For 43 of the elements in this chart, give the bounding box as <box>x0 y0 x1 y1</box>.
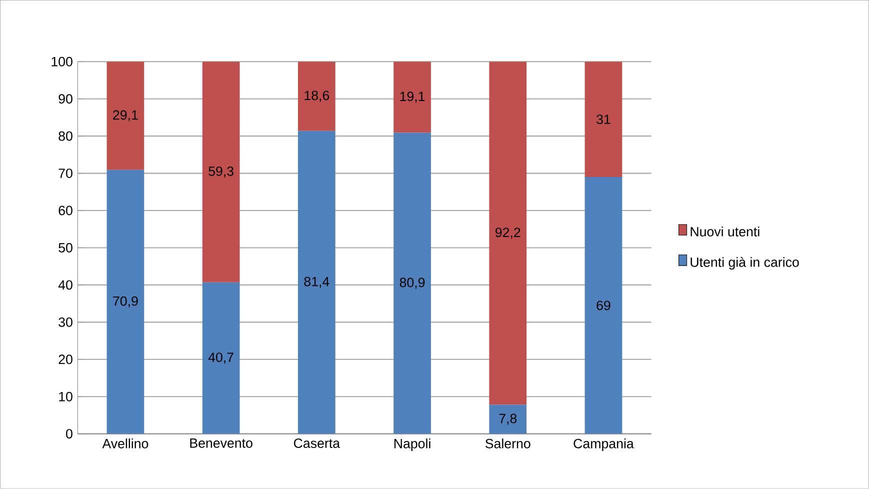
data-label: 18,6 <box>304 90 330 102</box>
legend-label: Utenti già in carico <box>690 257 799 270</box>
data-label: 29,1 <box>113 110 138 122</box>
y-tick-label: 90 <box>58 94 72 104</box>
x-tick-label: Caserta <box>294 438 340 448</box>
x-tick-label: Napoli <box>394 438 430 452</box>
y-tick-label: 60 <box>58 206 72 216</box>
x-tick-label: Avellino <box>102 438 148 448</box>
bar <box>202 282 240 434</box>
x-tick-label: Campania <box>574 438 634 452</box>
data-label: 70,9 <box>113 296 138 308</box>
data-label: 7,8 <box>499 414 517 425</box>
data-label: 19,1 <box>400 92 425 103</box>
bar <box>394 132 431 434</box>
y-tick-label: 30 <box>58 318 72 327</box>
legend-label: Nuovi utenti <box>690 226 760 237</box>
data-label: 80,9 <box>400 278 425 289</box>
data-label: 31 <box>596 114 610 124</box>
data-label: 81,4 <box>304 276 330 288</box>
bar <box>298 62 336 131</box>
x-tick-label: Benevento <box>190 438 252 448</box>
y-tick-label: 20 <box>58 354 72 364</box>
bar <box>394 62 431 133</box>
bar <box>584 62 622 178</box>
y-tick-label: 70 <box>58 168 72 178</box>
data-label: 59,3 <box>208 166 234 178</box>
y-tick-label: 50 <box>58 243 72 253</box>
y-tick-label: 10 <box>59 392 72 402</box>
y-tick-label: 80 <box>58 131 72 141</box>
bar <box>298 130 336 434</box>
bar <box>106 170 144 434</box>
y-tick-label: 100 <box>52 57 72 66</box>
y-tick-label: 0 <box>66 429 72 439</box>
data-label: 69 <box>596 300 610 310</box>
data-label: 40,7 <box>208 352 234 364</box>
data-label: 92,2 <box>496 228 520 239</box>
bar <box>489 62 527 405</box>
bar <box>489 404 527 434</box>
bar <box>584 177 622 434</box>
bar <box>202 62 240 282</box>
bar <box>106 62 144 170</box>
y-tick-label: 40 <box>58 280 72 290</box>
x-tick-label: Salerno <box>485 438 530 448</box>
